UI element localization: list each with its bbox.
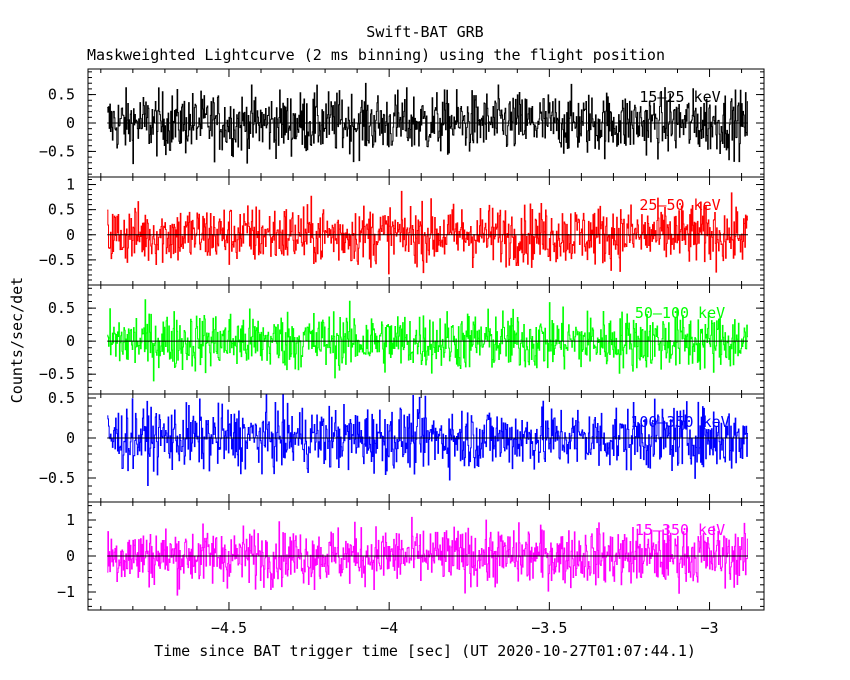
panels-group: −0.5 0 0.5 15–25 keV −0.5 0 0.5 1 25–50 keV −0.5 0… [39,68,765,637]
y-tick-label-2: 1 [66,176,75,194]
panel-1: −0.5 0 0.5 15–25 keV [39,68,765,178]
x-tick-label: −3 [701,619,719,637]
y-tick-label-2: 0.5 [48,201,75,219]
x-tick-label: −4.5 [211,619,247,637]
band-label-4: 100–350 keV [630,413,729,431]
y-tick-label-1: 0.5 [48,86,75,104]
y-tick-label-1: 0 [66,114,75,132]
y-tick-label-3: 0.5 [48,299,75,317]
panel-5: −1 0 1 15–350 keV [57,501,765,611]
y-axis-label: Counts/sec/det [8,277,26,403]
y-tick-label-3: 0 [66,332,75,350]
series-line-2 [107,190,748,275]
y-tick-label-5: −1 [57,583,75,601]
y-tick-label-4: 0 [66,429,75,447]
band-label-5: 15–350 keV [635,521,725,539]
y-tick-label-2: −0.5 [39,251,75,269]
y-tick-label-4: −0.5 [39,469,75,487]
y-tick-label-5: 0 [66,547,75,565]
y-tick-label-4: 0.5 [48,389,75,407]
chart-subtitle: Maskweighted Lightcurve (2 ms binning) u… [87,46,665,64]
panel-2: −0.5 0 0.5 1 25–50 keV [39,176,765,286]
x-axis-label: Time since BAT trigger time [sec] (UT 20… [154,642,696,660]
band-label-3: 50–100 keV [635,304,725,322]
x-tick-label: −4 [380,619,398,637]
x-tick-label: −3.5 [531,619,567,637]
panel-3: −0.5 0 0.5 50–100 keV [39,284,765,395]
panel-4: −0.5 0 0.5 100–350 keV [39,389,765,503]
series-line-4 [107,394,748,487]
y-tick-label-1: −0.5 [39,142,75,160]
series-line-5 [107,516,748,596]
y-tick-label-5: 1 [66,511,75,529]
chart-title: Swift-BAT GRB [366,23,483,41]
y-tick-label-3: −0.5 [39,365,75,383]
band-label-1: 15–25 keV [639,88,720,106]
band-label-2: 25–50 keV [639,196,720,214]
series-line-3 [107,299,748,382]
y-tick-label-2: 0 [66,226,75,244]
series-line-1 [107,82,748,165]
